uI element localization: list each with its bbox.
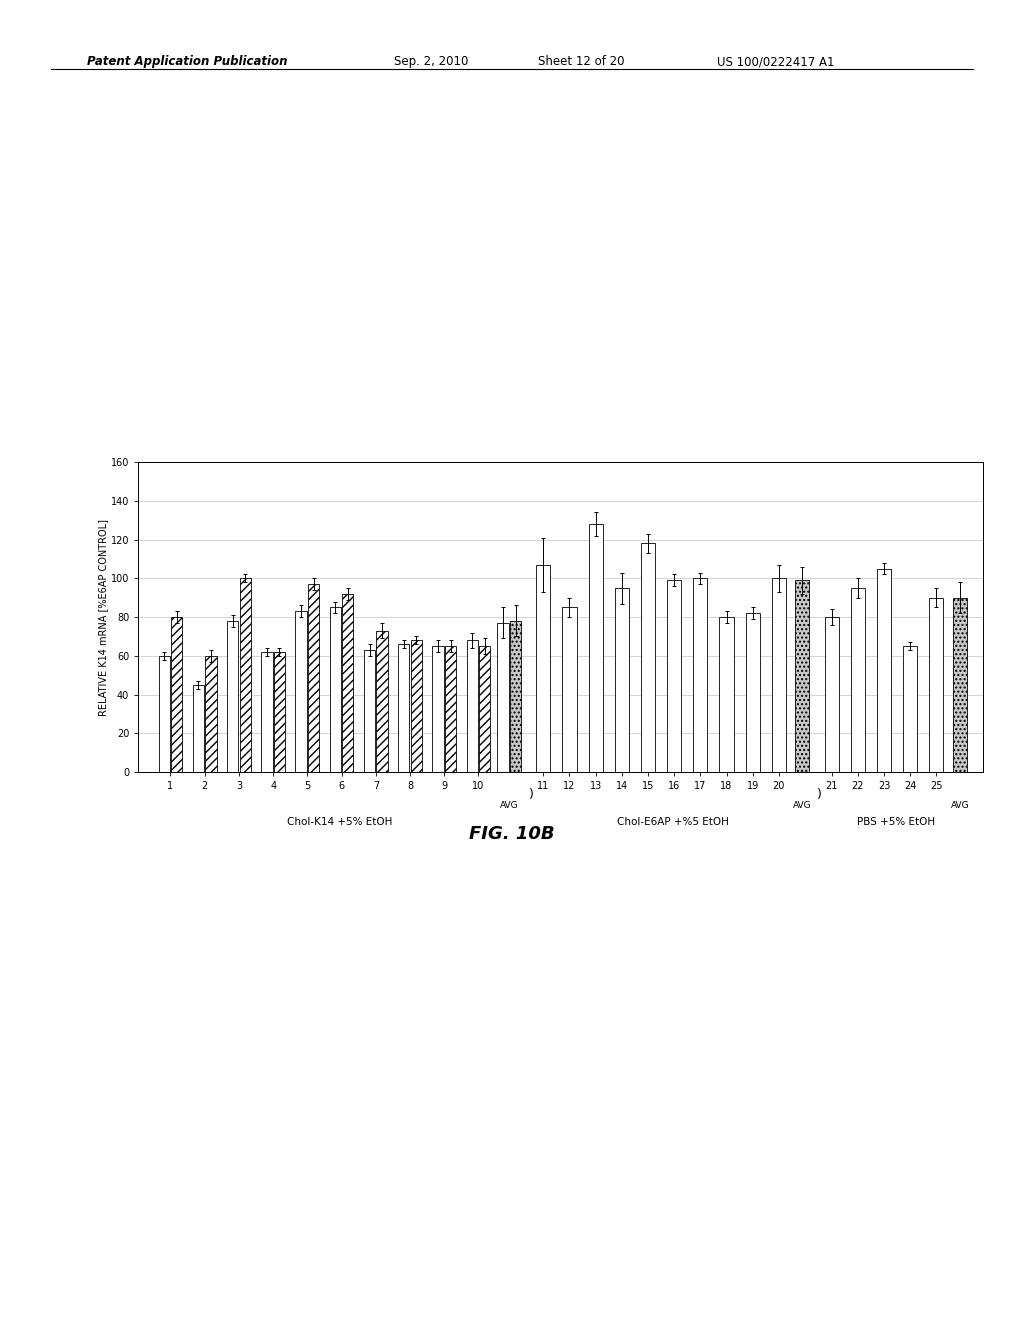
Bar [273, 652, 285, 772]
Bar [398, 644, 410, 772]
Bar [877, 569, 891, 772]
Bar [364, 649, 375, 772]
Bar [467, 640, 478, 772]
Bar [930, 598, 943, 772]
Bar [432, 647, 443, 772]
Bar [205, 656, 216, 772]
Bar [342, 594, 353, 772]
Text: AVG: AVG [794, 801, 812, 810]
Bar [851, 587, 865, 772]
Bar [824, 618, 839, 772]
Text: ): ) [817, 788, 822, 801]
Bar [261, 652, 272, 772]
Bar [562, 607, 577, 772]
Bar [377, 631, 388, 772]
Bar [668, 581, 681, 772]
Bar [903, 647, 918, 772]
Bar [510, 620, 521, 772]
Bar [641, 544, 655, 772]
Bar [411, 640, 422, 772]
Bar [693, 578, 708, 772]
Text: ): ) [528, 788, 534, 801]
Text: FIG. 10B: FIG. 10B [469, 825, 555, 843]
Bar [444, 647, 456, 772]
Text: AVG: AVG [500, 801, 518, 810]
Bar [296, 611, 307, 772]
Text: Sheet 12 of 20: Sheet 12 of 20 [538, 55, 624, 69]
Bar [614, 587, 629, 772]
Bar [308, 585, 319, 772]
Text: PBS +5% EtOH: PBS +5% EtOH [857, 817, 935, 826]
Bar [240, 578, 251, 772]
Bar [796, 581, 810, 772]
Bar [745, 614, 760, 772]
Text: Sep. 2, 2010: Sep. 2, 2010 [394, 55, 469, 69]
Bar [720, 618, 733, 772]
Bar [589, 524, 603, 772]
Bar [159, 656, 170, 772]
Bar [772, 578, 786, 772]
Text: Patent Application Publication: Patent Application Publication [87, 55, 288, 69]
Text: AVG: AVG [950, 801, 969, 810]
Bar [330, 607, 341, 772]
Text: Chol-K14 +5% EtOH: Chol-K14 +5% EtOH [287, 817, 392, 826]
Bar [227, 620, 239, 772]
Bar [498, 623, 509, 772]
Bar [479, 647, 490, 772]
Bar [537, 565, 550, 772]
Bar [171, 618, 182, 772]
Text: Chol-E6AP +%5 EtOH: Chol-E6AP +%5 EtOH [616, 817, 729, 826]
Bar [193, 685, 204, 772]
Text: US 100/0222417 A1: US 100/0222417 A1 [717, 55, 835, 69]
Bar [953, 598, 967, 772]
Y-axis label: RELATIVE K14 mRNA [%E6AP CONTROL]: RELATIVE K14 mRNA [%E6AP CONTROL] [98, 519, 108, 715]
